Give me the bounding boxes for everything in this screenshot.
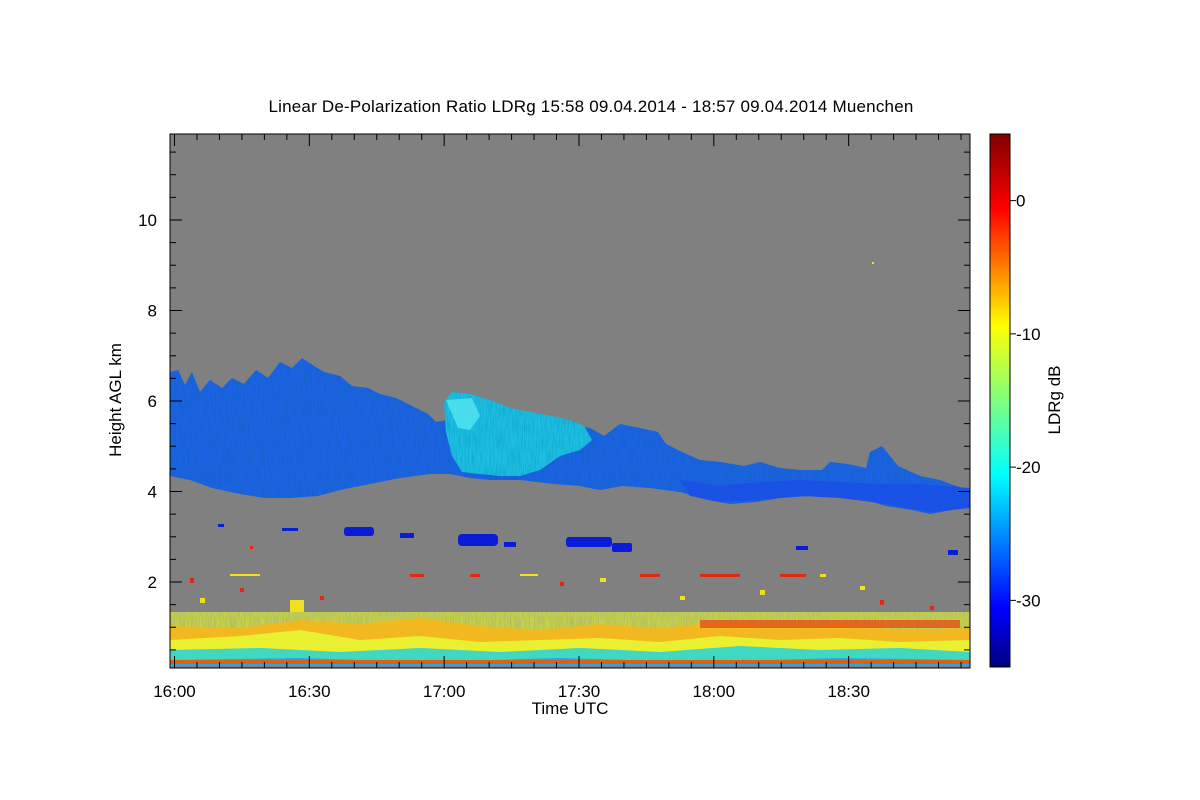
boundary-layer-noise	[170, 262, 970, 666]
axis-ticks	[170, 134, 970, 668]
y-tick-label: 6	[148, 392, 157, 411]
x-tick-label: 18:30	[827, 682, 870, 701]
colorbar-tick-label: 0	[1016, 192, 1025, 211]
x-tick-label: 17:30	[558, 682, 601, 701]
y-tick-label: 10	[138, 211, 157, 230]
x-tick-labels: 16:00 16:30 17:00 17:30 18:00 18:30	[153, 682, 870, 701]
x-tick-label: 16:30	[288, 682, 331, 701]
x-axis-label: Time UTC	[532, 699, 609, 718]
colorbar-label: LDRg dB	[1045, 366, 1064, 435]
colorbar-ticks: 0 -10 -20 -30	[1010, 192, 1041, 610]
x-tick-label: 17:00	[423, 682, 466, 701]
data-field	[170, 262, 970, 666]
colorbar-tick-label: -20	[1016, 458, 1041, 477]
y-tick-label: 8	[148, 301, 157, 320]
colorbar-tick-label: -10	[1016, 325, 1041, 344]
chart-title: Linear De-Polarization Ratio LDRg 15:58 …	[268, 97, 914, 116]
colorbar-tick-label: -30	[1016, 591, 1041, 610]
y-tick-label: 2	[148, 573, 157, 592]
x-tick-label: 16:00	[153, 682, 196, 701]
y-tick-label: 4	[148, 483, 157, 502]
ice-cloud-dense-band	[680, 480, 970, 512]
cyan-cloud-streak	[446, 398, 480, 430]
colorbar	[989, 133, 1011, 668]
thin-layer-3km	[218, 524, 958, 555]
cyan-cloud-section	[444, 392, 592, 476]
y-axis-label: Height AGL km	[106, 343, 125, 457]
y-tick-labels: 2 4 6 8 10	[138, 211, 157, 592]
x-tick-label: 18:00	[693, 682, 736, 701]
